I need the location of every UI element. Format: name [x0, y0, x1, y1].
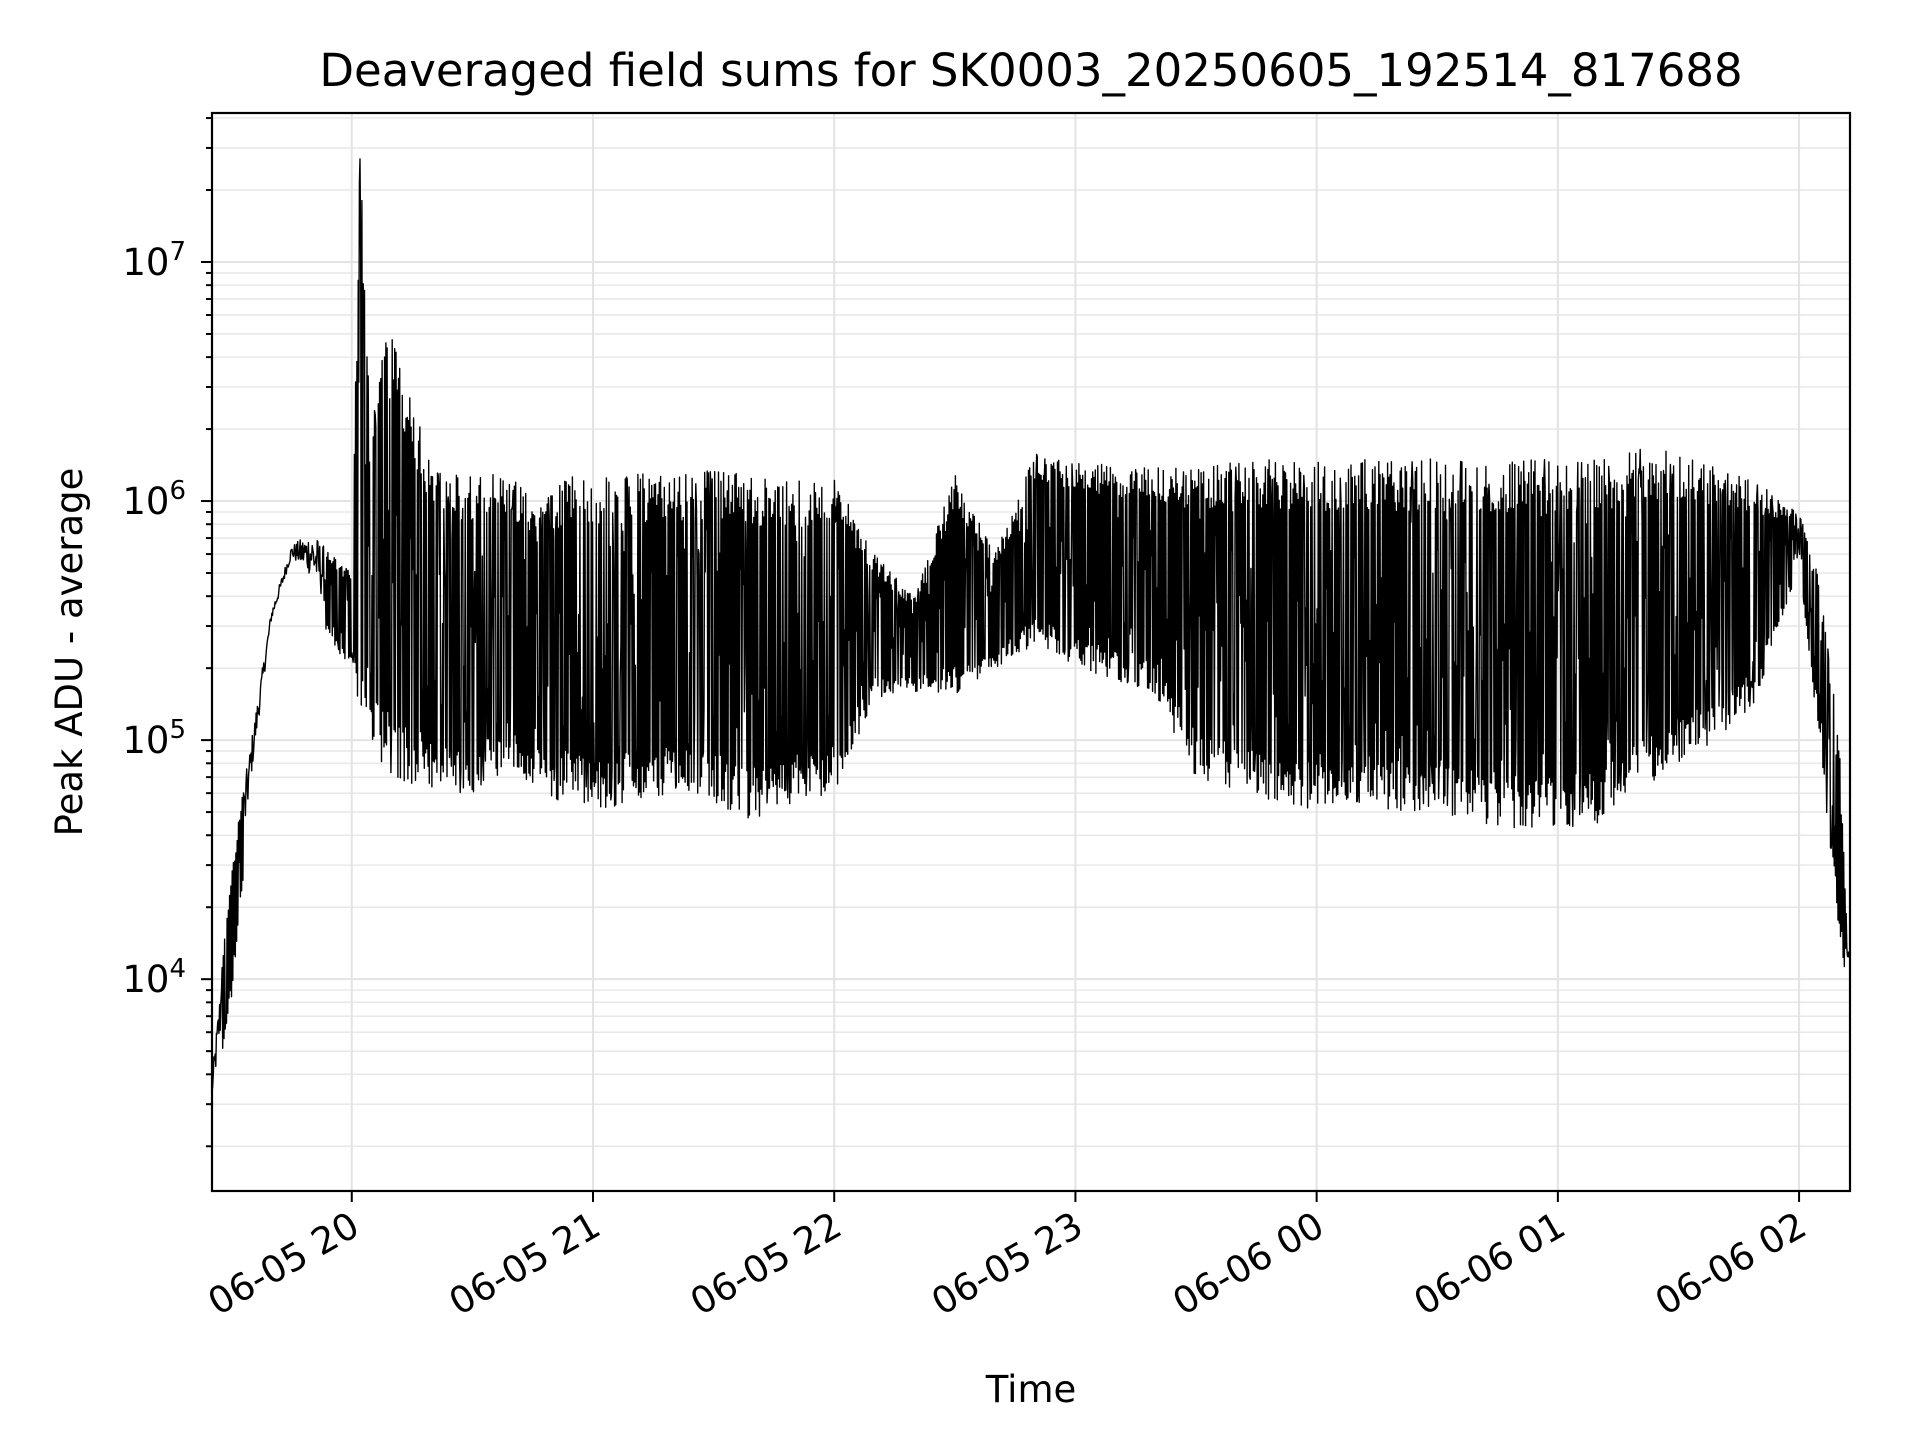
y-tick-label: 105 — [122, 715, 186, 762]
y-tick-label: 106 — [122, 476, 186, 523]
series-line — [211, 158, 1851, 1089]
series-layer — [211, 158, 1851, 1089]
x-tick-label: 06-06 00 — [1166, 1204, 1332, 1324]
x-axis-label: Time — [985, 1368, 1077, 1411]
y-tick-label: 107 — [122, 237, 186, 284]
plot-frame — [210, 111, 1852, 1193]
chart-title: Deaveraged field sums for SK0003_2025060… — [319, 44, 1742, 97]
x-tick-label: 06-05 20 — [201, 1204, 367, 1324]
y-axis-label: Peak ADU - average — [48, 468, 91, 837]
x-tick-label: 06-05 21 — [442, 1204, 608, 1324]
y-tick-label: 104 — [122, 954, 186, 1001]
x-tick-label: 06-06 02 — [1648, 1204, 1814, 1324]
x-tick-label: 06-05 23 — [924, 1204, 1090, 1324]
x-tick-label: 06-06 01 — [1407, 1204, 1573, 1324]
x-tick-label: 06-05 22 — [683, 1204, 849, 1324]
